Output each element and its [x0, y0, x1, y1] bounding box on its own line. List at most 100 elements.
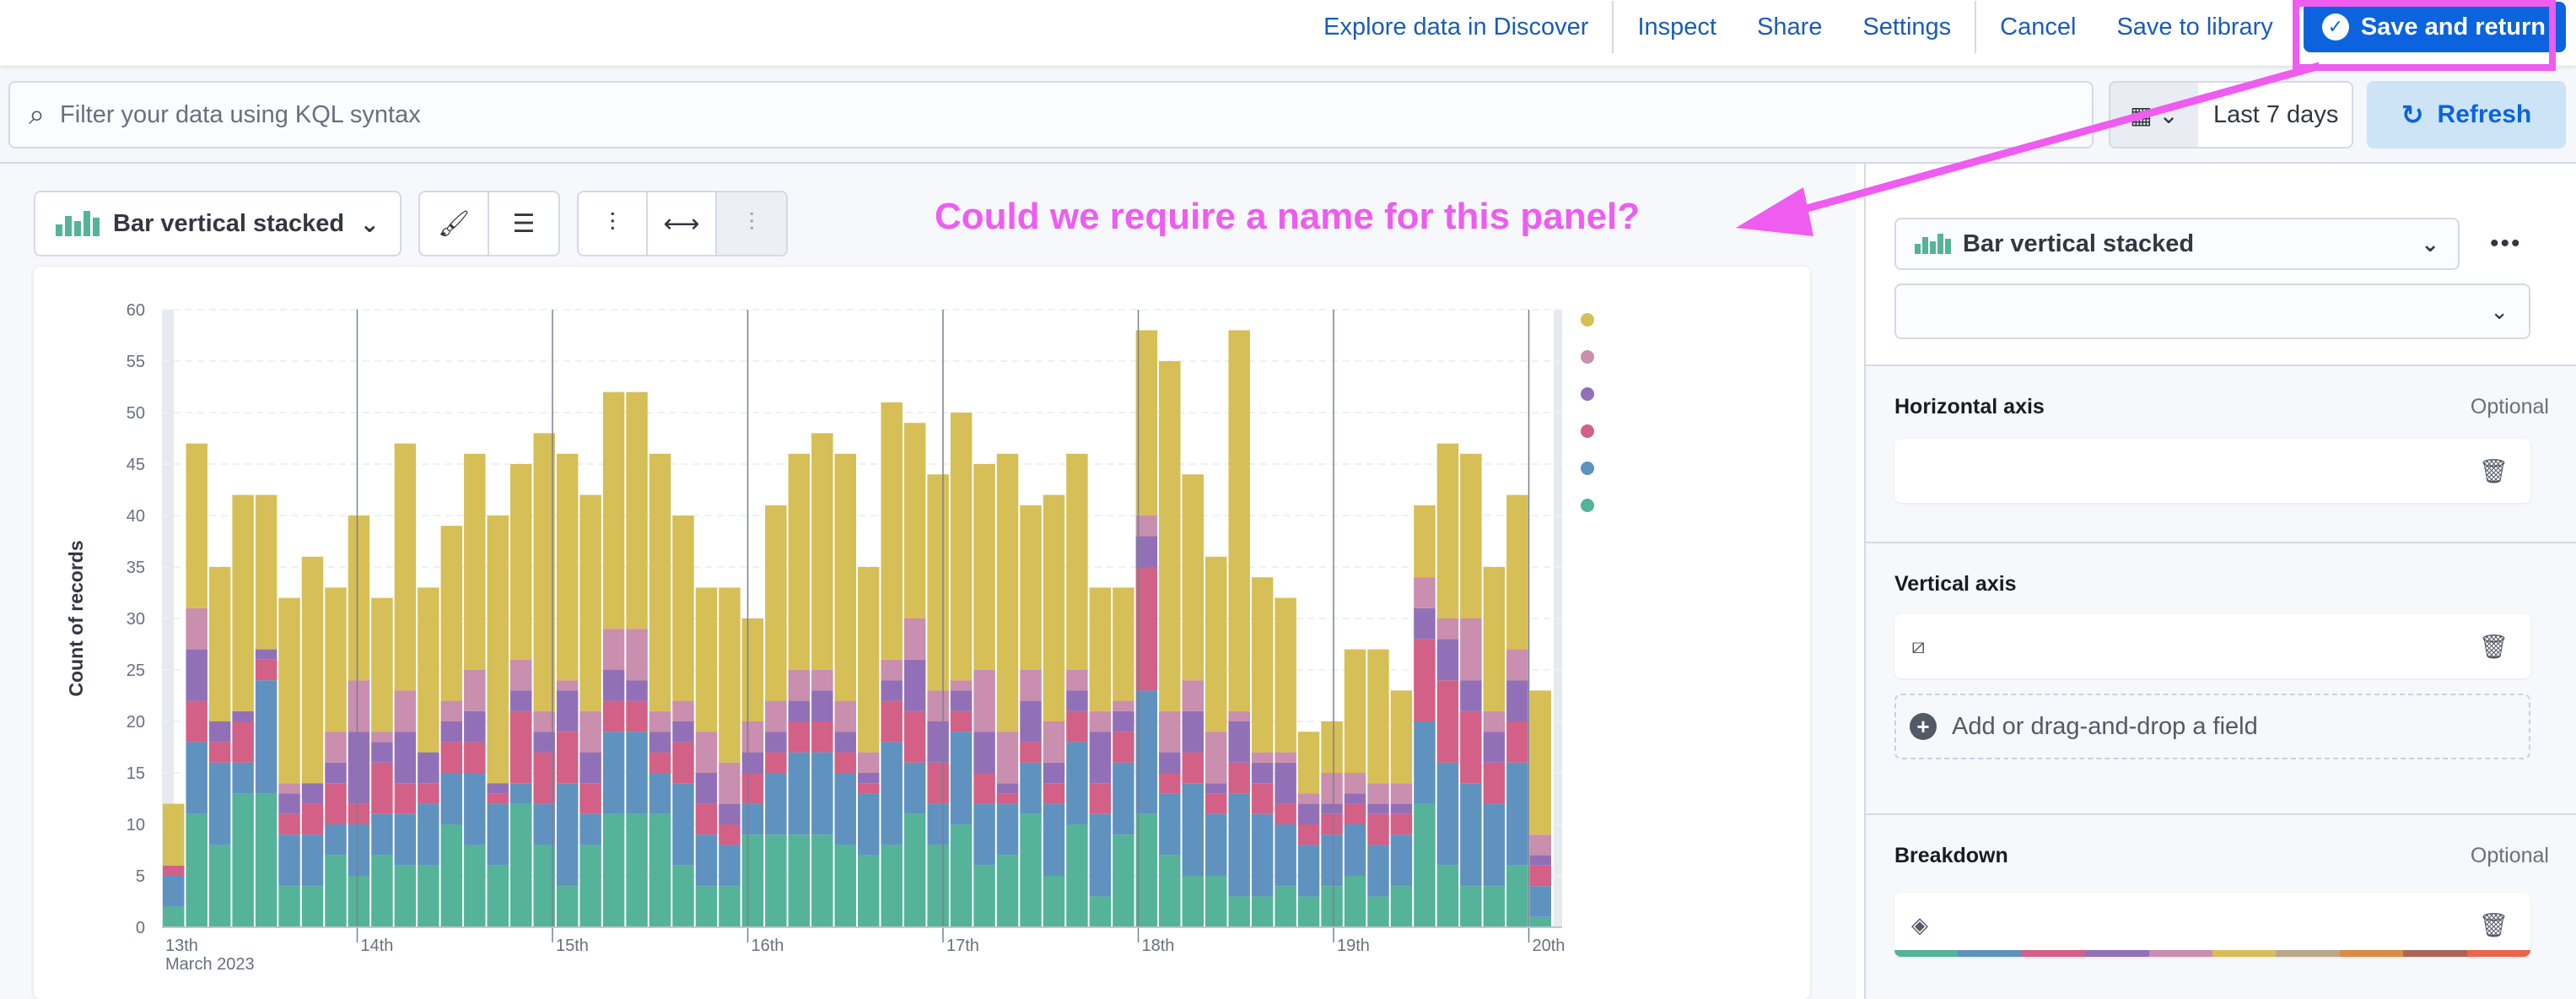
search-icon: ⌕	[29, 98, 46, 131]
layer-chart-type-label: Bar vertical stacked	[1963, 230, 2195, 257]
refresh-icon: ↻	[2401, 100, 2424, 130]
bar-segment	[1321, 813, 1343, 835]
breakdown-dimension[interactable]: ◈ 🗑	[1894, 893, 2530, 957]
kql-search-input[interactable]: ⌕ Filter your data using KQL syntax	[8, 81, 2094, 148]
check-icon: ✓	[2321, 14, 2349, 40]
share-link[interactable]: Share	[1756, 13, 1823, 40]
bar-segment	[834, 700, 856, 732]
nav-divider	[1612, 1, 1614, 53]
bar-segment	[1043, 721, 1065, 763]
bar-segment	[858, 783, 880, 794]
left-axis-icon[interactable]: ⫶	[579, 192, 648, 255]
bar-segment	[1460, 886, 1482, 927]
bar-segment	[1321, 803, 1343, 814]
refresh-button[interactable]: ↻ Refresh	[2367, 81, 2566, 148]
bar-segment	[1506, 649, 1528, 681]
bar-segment	[533, 732, 555, 753]
bar-segment	[533, 752, 555, 804]
bar-segment	[1089, 587, 1112, 711]
bar-segment	[1344, 793, 1366, 804]
paint-brush-icon[interactable]: 🖌	[420, 192, 489, 255]
bar-segment	[834, 752, 856, 773]
bar-segment	[301, 834, 324, 887]
bar-segment	[533, 710, 555, 732]
inspect-link[interactable]: Inspect	[1637, 13, 1716, 40]
bar-segment	[927, 474, 949, 691]
trash-icon[interactable]: 🗑	[2478, 911, 2509, 938]
y-tick-label: 40	[127, 507, 145, 526]
save-to-library-link[interactable]: Save to library	[2116, 13, 2273, 40]
bar-segment	[1043, 876, 1065, 927]
bar-segment	[1321, 886, 1343, 927]
bar-segment	[1251, 783, 1274, 814]
bar-segment	[1159, 710, 1181, 753]
settings-link[interactable]: Settings	[1862, 13, 1952, 40]
horizontal-axis-dimension[interactable]: 🗑	[1894, 439, 2530, 503]
bottom-axis-icon[interactable]: ⟷	[648, 192, 717, 255]
palette-swatch	[2212, 950, 2277, 957]
horizontal-axis-title: Horizontal axis	[1894, 395, 2045, 418]
bar-segment	[1529, 834, 1551, 856]
bar-segment	[1460, 710, 1482, 784]
bar-segment	[1321, 773, 1343, 804]
bar-segment	[1297, 803, 1320, 824]
bar-segment	[695, 732, 718, 773]
bar-segment	[1089, 783, 1112, 814]
data-view-select[interactable]: ⌄	[1894, 284, 2530, 339]
layer-chart-type-select[interactable]: Bar vertical stacked ⌄	[1894, 218, 2460, 270]
bar-segment	[1182, 710, 1204, 753]
bar-segment	[208, 762, 231, 845]
bar-segment	[278, 886, 300, 927]
bar-segment	[1020, 670, 1042, 701]
calendar-icon[interactable]: ▦ ⌄	[2110, 83, 2198, 147]
bar-segment	[1367, 783, 1389, 804]
bar-segment	[672, 516, 694, 701]
bar-segment	[626, 700, 648, 732]
explore-discover-link[interactable]: Explore data in Discover	[1323, 13, 1589, 40]
bar-segment	[579, 494, 601, 711]
bar-segment	[811, 670, 833, 691]
save-and-return-label: Save and return	[2360, 13, 2546, 40]
add-field-button[interactable]: + Add or drag-and-drop a field	[1894, 694, 2530, 759]
bar-segment	[858, 567, 880, 753]
bar-segment	[741, 773, 764, 804]
bar-segment	[255, 659, 278, 681]
bar-segment	[232, 762, 254, 794]
visualization-type-select[interactable]: Bar vertical stacked ⌄	[34, 191, 401, 256]
trash-icon[interactable]: 🗑	[2478, 457, 2509, 484]
optional-label: Optional	[2470, 395, 2549, 418]
palette-swatch	[2085, 950, 2149, 957]
y-tick-label: 5	[136, 867, 145, 886]
layer-actions-icon[interactable]: •••	[2490, 230, 2522, 257]
bar-segment	[765, 732, 787, 753]
palette-swatch	[2403, 950, 2467, 957]
bar-segment	[1367, 649, 1389, 784]
bar-segment	[1113, 700, 1134, 711]
bar-segment	[1159, 752, 1181, 773]
bar-segment	[1414, 608, 1436, 640]
legend-icon[interactable]: ☰	[512, 209, 536, 238]
bar-segment	[394, 690, 417, 732]
x-tick-label: 14th	[361, 937, 394, 955]
bar-segment	[232, 793, 254, 927]
bar-segment	[163, 906, 185, 927]
vertical-axis-dimension[interactable]: ⧄ 🗑	[1894, 614, 2530, 678]
bar-segment	[186, 443, 207, 608]
bar-segment	[1066, 690, 1088, 711]
bar-segment	[765, 505, 787, 701]
trash-icon[interactable]: 🗑	[2478, 633, 2509, 660]
bar-segment	[1506, 680, 1528, 721]
bar-segment	[1275, 824, 1296, 887]
date-range-label[interactable]: Last 7 days	[2213, 100, 2339, 128]
palette-swatch	[2339, 950, 2404, 957]
date-picker[interactable]: ▦ ⌄ Last 7 days	[2109, 81, 2353, 148]
bar-segment	[649, 453, 671, 711]
bar-segment	[1205, 556, 1227, 732]
bar-segment	[1089, 732, 1112, 784]
save-and-return-button[interactable]: ✓ Save and return	[2303, 2, 2566, 52]
bar-segment	[719, 824, 741, 845]
bar-segment	[765, 834, 787, 927]
bar-segment	[533, 803, 555, 845]
cancel-link[interactable]: Cancel	[2000, 13, 2077, 40]
bar-segment	[371, 597, 393, 732]
